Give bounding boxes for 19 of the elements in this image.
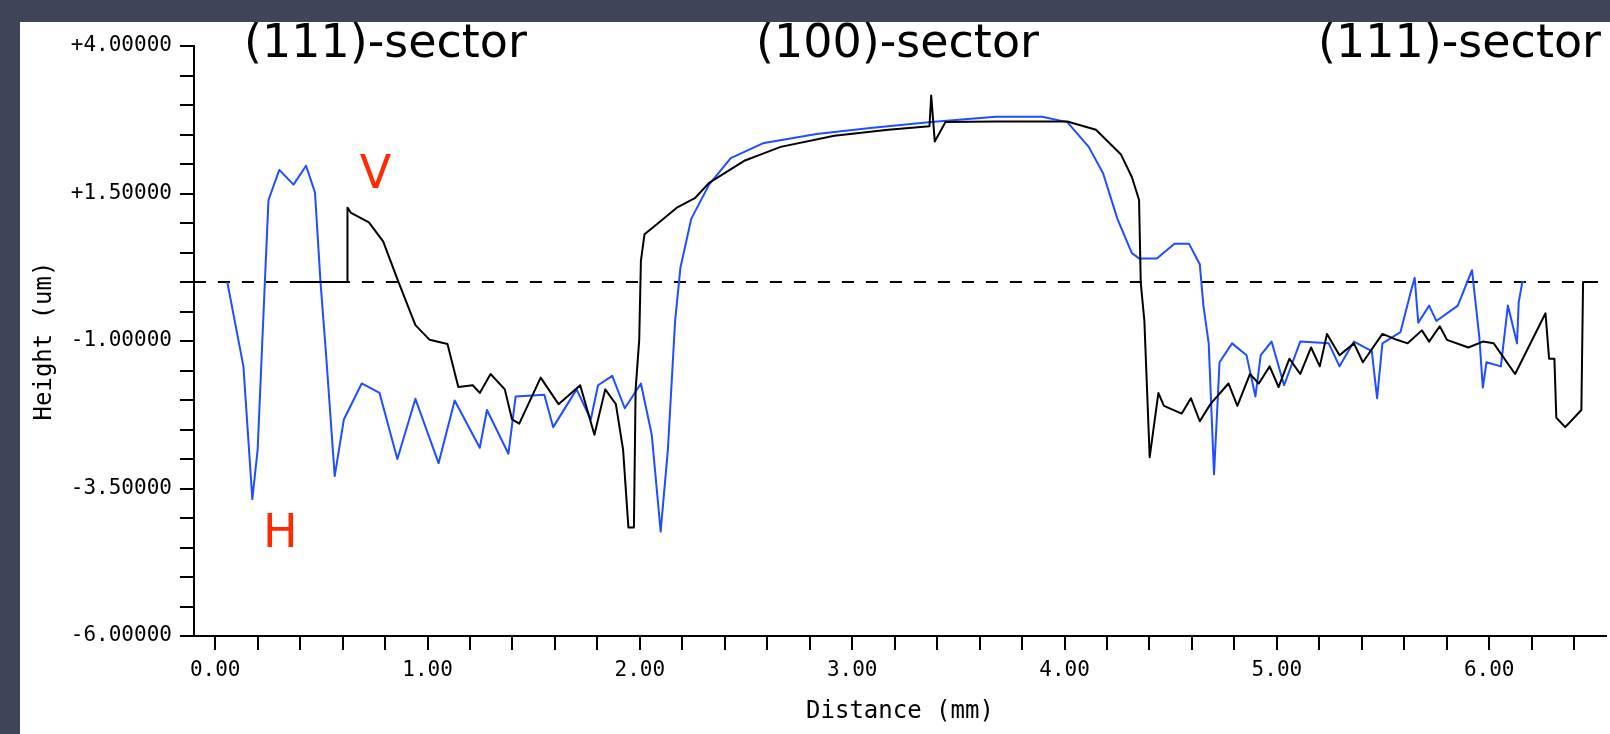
- y-tick-label: -3.50000: [70, 474, 172, 499]
- y-tick-label: -1.00000: [70, 327, 172, 352]
- annotation: (111)-sector: [243, 13, 527, 68]
- x-tick-label: 4.00: [1039, 657, 1090, 682]
- y-tick-label: +1.50000: [70, 179, 172, 204]
- x-tick-label: 3.00: [826, 657, 878, 682]
- y-axis-title: Height (um): [28, 261, 57, 421]
- series-label: V: [359, 144, 392, 199]
- y-tick-label: +4.00000: [70, 32, 172, 57]
- x-tick-label: 0.00: [189, 657, 241, 682]
- annotation: (111)-sector: [1318, 13, 1602, 68]
- x-axis-title: Distance (mm): [806, 695, 994, 724]
- series-label: H: [263, 504, 298, 559]
- x-tick-label: 6.00: [1463, 657, 1515, 682]
- x-tick-label: 1.00: [402, 657, 453, 682]
- y-tick-label: -6.00000: [70, 622, 172, 647]
- x-tick-label: 2.00: [614, 657, 666, 682]
- x-tick-label: 5.00: [1251, 657, 1303, 682]
- annotation: (100)-sector: [756, 13, 1040, 68]
